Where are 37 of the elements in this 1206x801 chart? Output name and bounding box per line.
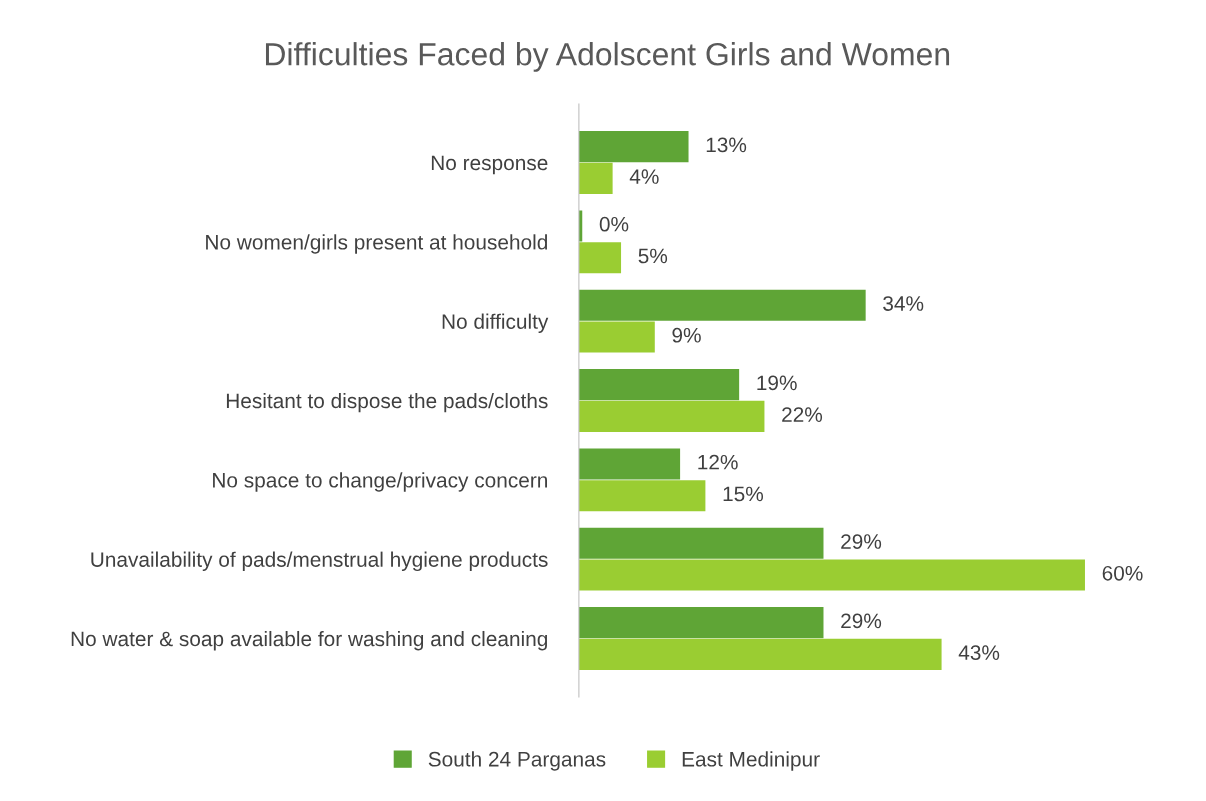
bar [578,162,613,194]
bar [578,559,1085,591]
bar [578,242,622,274]
data-label: 4% [629,169,659,184]
bar [578,289,866,321]
data-label: 34% [883,296,924,311]
bar [578,369,740,401]
data-label: 13% [706,137,747,153]
bar [578,400,765,432]
y-tick-label: No space to change/privacy concern [213,472,547,492]
y-tick-label: No water & soap available for washing and cleaning [71,630,548,651]
legend-label: South 24 Parganas [428,751,606,771]
bar [578,321,655,353]
y-tick-label: No women/girls present at household [206,234,548,254]
bar [578,131,689,163]
data-label: 5% [638,248,668,264]
data-label: 43% [958,645,1000,660]
bar [578,638,942,670]
bar [578,527,824,559]
data-label: 29% [841,534,882,549]
data-label: 15% [723,486,764,502]
bar [578,607,824,639]
data-label: 9% [672,327,701,343]
y-tick-label: No response [431,155,548,175]
data-label: 60% [1102,565,1143,581]
chart-title: Difficulties Faced by Adolscent Girls and Women [265,42,950,72]
legend-label: East Medinipur [682,751,820,771]
data-label: 0% [599,216,629,232]
data-label: 22% [782,407,823,422]
bar [578,448,681,480]
data-label: 29% [841,613,882,629]
y-tick-label: Unavailability of pads/menstrual hygiene products [91,551,548,572]
y-tick-label: Hesitant to dispose the pads/cloths [226,392,548,413]
data-label: 12% [698,454,738,470]
bar [578,480,706,512]
y-tick-label: No difficulty [442,313,549,334]
data-label: 19% [757,375,797,391]
